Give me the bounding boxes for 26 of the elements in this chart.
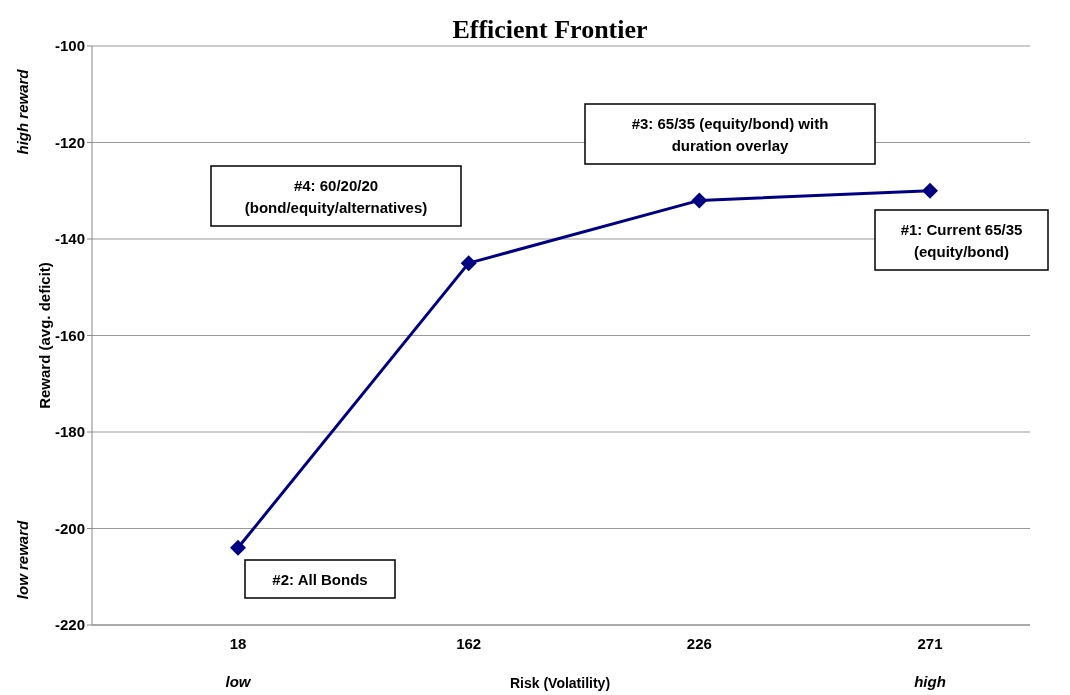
text: high [914, 673, 946, 690]
text: high reward [14, 68, 31, 155]
point [460, 255, 477, 272]
y-tick-label: -160 [54, 326, 85, 344]
annotation: #1: Current 65/35 (equity/bond) [900, 221, 1023, 260]
x-tick-label: 271 [917, 635, 943, 652]
y-tick-label: -180 [54, 423, 85, 441]
text: low reward [14, 519, 31, 600]
x-axis-title: Risk (Volatility) [509, 675, 611, 691]
annotation: #3: 65/35 (equity/bond) with duration overlay [631, 115, 829, 154]
annotation: #4: 60/20/20 (bond/equity/alternatives) [244, 177, 428, 216]
y-tick-label: -220 [54, 616, 85, 634]
text: low [225, 673, 252, 690]
chart-title: Efficient Frontier [452, 15, 648, 44]
y-tick-label: -140 [54, 230, 85, 248]
x-tick-label: 18 [229, 635, 247, 652]
annotation: #2: All Bonds [272, 571, 368, 588]
y-tick-label: -200 [54, 519, 85, 537]
x-tick-label: 226 [686, 635, 712, 652]
point [691, 192, 708, 209]
point [230, 539, 246, 556]
y-tick-label: -120 [54, 133, 85, 151]
y-axis-title: Reward (avg. deficit) [36, 262, 53, 409]
point [922, 182, 938, 199]
y-tick-label: -100 [54, 37, 85, 55]
x-tick-label: 162 [456, 635, 482, 652]
